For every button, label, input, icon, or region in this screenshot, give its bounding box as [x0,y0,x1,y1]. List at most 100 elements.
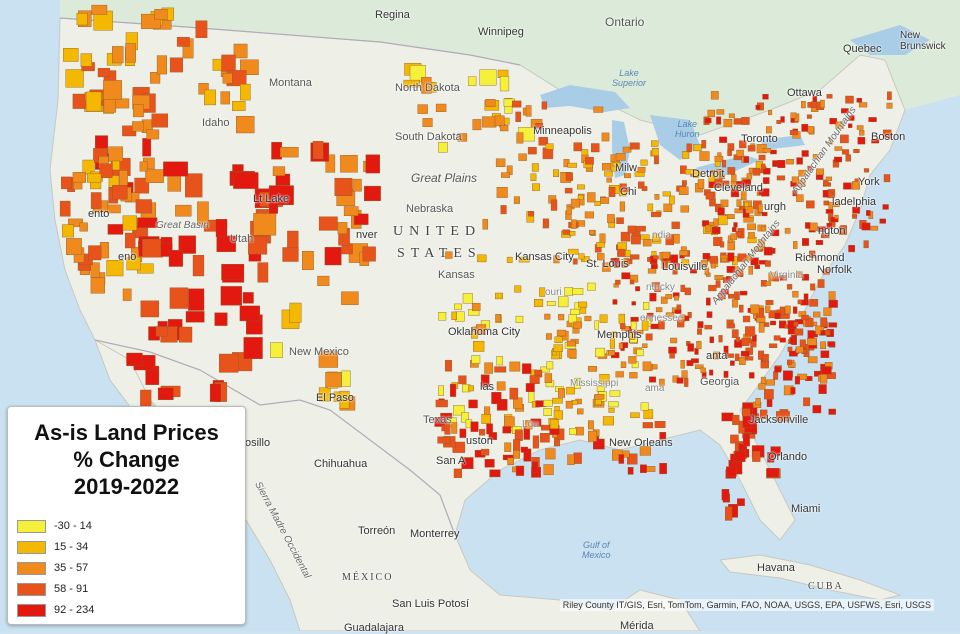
county-polygon[interactable] [731,234,737,240]
county-polygon[interactable] [501,173,510,178]
county-polygon[interactable] [651,264,657,269]
county-polygon[interactable] [553,398,563,403]
county-polygon[interactable] [740,291,747,295]
county-polygon[interactable] [215,313,228,326]
county-polygon[interactable] [529,392,534,403]
county-polygon[interactable] [748,146,755,152]
county-polygon[interactable] [521,447,528,452]
county-polygon[interactable] [485,363,493,374]
county-polygon[interactable] [503,427,511,434]
county-polygon[interactable] [600,315,607,323]
county-polygon[interactable] [670,353,675,358]
county-polygon[interactable] [823,190,828,197]
county-polygon[interactable] [745,357,753,361]
county-polygon[interactable] [608,350,614,355]
county-polygon[interactable] [240,84,250,100]
county-polygon[interactable] [773,161,778,167]
county-polygon[interactable] [656,308,662,312]
county-polygon[interactable] [555,337,563,343]
county-polygon[interactable] [834,157,842,162]
county-polygon[interactable] [813,312,820,317]
county-polygon[interactable] [763,178,769,184]
county-polygon[interactable] [770,321,775,325]
county-polygon[interactable] [73,94,87,109]
county-polygon[interactable] [787,284,792,289]
county-polygon[interactable] [222,55,236,71]
county-polygon[interactable] [685,288,691,295]
county-polygon[interactable] [532,164,539,172]
county-polygon[interactable] [438,437,450,444]
county-polygon[interactable] [816,240,823,244]
county-polygon[interactable] [459,376,467,384]
county-polygon[interactable] [469,400,478,408]
county-polygon[interactable] [813,405,821,413]
county-polygon[interactable] [418,105,428,114]
county-polygon[interactable] [630,143,640,150]
county-polygon[interactable] [630,413,639,418]
county-polygon[interactable] [680,250,688,255]
county-polygon[interactable] [132,122,143,132]
county-polygon[interactable] [109,147,123,162]
county-polygon[interactable] [793,307,797,314]
county-polygon[interactable] [758,204,762,212]
county-polygon[interactable] [486,99,496,106]
county-polygon[interactable] [648,204,653,211]
county-polygon[interactable] [325,247,341,265]
county-polygon[interactable] [565,188,572,193]
county-polygon[interactable] [739,305,743,312]
county-polygon[interactable] [808,126,814,133]
county-polygon[interactable] [522,364,531,374]
county-polygon[interactable] [857,126,863,130]
county-polygon[interactable] [622,273,630,279]
county-polygon[interactable] [650,293,657,301]
county-polygon[interactable] [473,119,481,129]
county-polygon[interactable] [739,357,745,365]
county-polygon[interactable] [822,367,832,375]
county-polygon[interactable] [663,192,671,196]
county-polygon[interactable] [221,286,242,305]
county-polygon[interactable] [88,246,101,260]
county-polygon[interactable] [119,170,127,185]
county-polygon[interactable] [530,376,540,384]
county-polygon[interactable] [761,377,766,384]
county-polygon[interactable] [641,160,648,166]
county-polygon[interactable] [532,462,538,473]
county-polygon[interactable] [714,219,719,227]
county-polygon[interactable] [807,115,812,119]
county-polygon[interactable] [528,211,533,216]
county-polygon[interactable] [719,335,723,342]
county-polygon[interactable] [566,173,573,181]
county-polygon[interactable] [436,400,448,407]
county-polygon[interactable] [741,351,749,356]
county-polygon[interactable] [732,300,737,308]
county-polygon[interactable] [532,184,540,191]
county-polygon[interactable] [828,342,834,347]
county-polygon[interactable] [717,110,724,115]
county-polygon[interactable] [640,465,646,473]
county-polygon[interactable] [766,380,774,386]
county-polygon[interactable] [100,164,113,178]
county-polygon[interactable] [540,433,549,442]
county-polygon[interactable] [887,103,893,108]
county-polygon[interactable] [240,306,260,321]
county-polygon[interactable] [344,207,358,216]
county-polygon[interactable] [743,316,750,322]
county-polygon[interactable] [642,344,647,348]
county-polygon[interactable] [820,374,827,383]
county-polygon[interactable] [595,394,605,399]
county-polygon[interactable] [454,304,461,310]
county-polygon[interactable] [761,361,769,368]
county-polygon[interactable] [602,133,609,141]
county-polygon[interactable] [752,451,760,462]
county-polygon[interactable] [820,100,824,108]
county-polygon[interactable] [492,392,502,404]
county-polygon[interactable] [283,248,299,262]
county-polygon[interactable] [734,119,742,125]
county-polygon[interactable] [764,247,772,255]
county-polygon[interactable] [170,58,183,72]
county-polygon[interactable] [681,360,685,368]
county-polygon[interactable] [63,48,78,61]
county-polygon[interactable] [454,469,462,478]
county-polygon[interactable] [735,354,739,361]
county-polygon[interactable] [630,255,639,260]
